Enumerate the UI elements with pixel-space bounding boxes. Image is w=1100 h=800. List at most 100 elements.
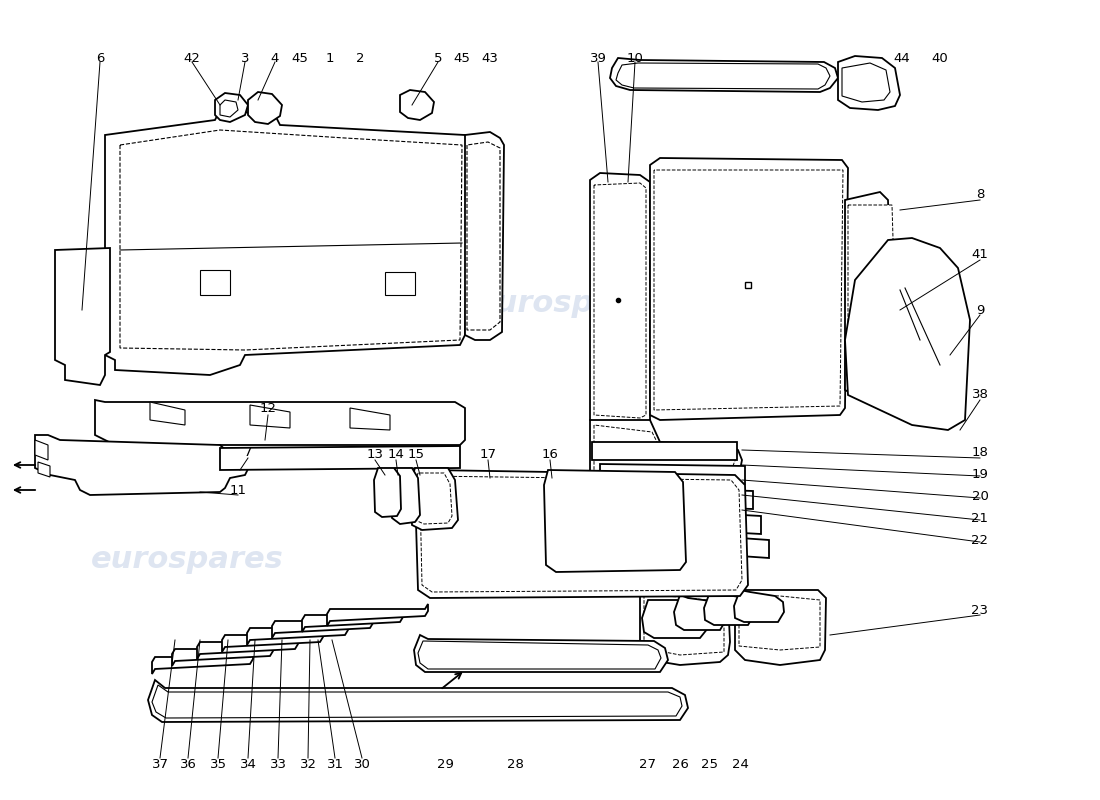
Polygon shape [35, 440, 48, 460]
Text: 29: 29 [437, 758, 453, 771]
Polygon shape [350, 408, 390, 430]
Text: 15: 15 [407, 449, 425, 462]
Text: 22: 22 [971, 534, 989, 546]
Polygon shape [327, 604, 428, 626]
Polygon shape [592, 442, 737, 460]
Text: eurospares: eurospares [90, 290, 284, 318]
Polygon shape [644, 595, 724, 655]
Text: eurospares: eurospares [475, 290, 669, 318]
Polygon shape [214, 93, 248, 122]
Text: 27: 27 [639, 758, 657, 771]
Polygon shape [200, 270, 230, 295]
Text: 28: 28 [507, 758, 524, 771]
Text: 23: 23 [971, 603, 989, 617]
Polygon shape [414, 635, 668, 672]
Polygon shape [548, 475, 572, 494]
Text: 2: 2 [355, 51, 364, 65]
Polygon shape [120, 130, 462, 350]
Polygon shape [594, 183, 646, 418]
Polygon shape [650, 158, 848, 420]
Text: 40: 40 [932, 51, 948, 65]
Polygon shape [845, 192, 912, 395]
Text: 5: 5 [433, 51, 442, 65]
Text: 13: 13 [366, 449, 384, 462]
Polygon shape [654, 170, 843, 410]
Polygon shape [600, 476, 624, 495]
Polygon shape [420, 476, 742, 592]
Text: 36: 36 [179, 758, 197, 771]
Text: 24: 24 [732, 758, 748, 771]
Polygon shape [152, 652, 253, 674]
Text: 7: 7 [244, 446, 252, 458]
Text: 37: 37 [152, 758, 168, 771]
Polygon shape [465, 132, 504, 340]
Polygon shape [222, 630, 323, 652]
Text: 9: 9 [976, 303, 984, 317]
Text: 43: 43 [482, 51, 498, 65]
Text: 16: 16 [541, 449, 559, 462]
Polygon shape [410, 468, 458, 530]
Polygon shape [55, 248, 110, 385]
Polygon shape [220, 100, 238, 117]
Text: 35: 35 [209, 758, 227, 771]
Polygon shape [385, 272, 415, 295]
Polygon shape [640, 590, 730, 665]
Polygon shape [594, 425, 736, 580]
Polygon shape [842, 63, 890, 102]
Text: 44: 44 [893, 51, 911, 65]
Text: 38: 38 [971, 389, 989, 402]
Polygon shape [544, 470, 686, 572]
Polygon shape [418, 641, 661, 669]
Text: 3: 3 [241, 51, 250, 65]
Text: eurospares: eurospares [90, 546, 284, 574]
Polygon shape [374, 468, 401, 517]
Polygon shape [104, 110, 470, 375]
Text: 21: 21 [971, 511, 989, 525]
Polygon shape [415, 470, 748, 598]
Polygon shape [624, 530, 769, 558]
Polygon shape [152, 685, 682, 718]
Polygon shape [302, 610, 403, 632]
Text: 4: 4 [271, 51, 279, 65]
Text: 11: 11 [230, 483, 246, 497]
Polygon shape [250, 405, 290, 428]
Polygon shape [35, 435, 250, 495]
Polygon shape [845, 238, 970, 430]
Polygon shape [148, 680, 688, 722]
Text: eurospares: eurospares [475, 546, 669, 574]
Polygon shape [616, 63, 830, 89]
Text: 1: 1 [326, 51, 334, 65]
Polygon shape [150, 402, 185, 425]
Polygon shape [414, 473, 452, 524]
Polygon shape [172, 644, 273, 666]
Text: 42: 42 [184, 51, 200, 65]
Polygon shape [838, 56, 900, 110]
Polygon shape [248, 623, 348, 645]
Polygon shape [608, 486, 754, 509]
Text: 45: 45 [292, 51, 308, 65]
Text: 10: 10 [627, 51, 644, 65]
Polygon shape [848, 205, 908, 385]
Polygon shape [400, 90, 434, 120]
Text: 6: 6 [96, 51, 104, 65]
Text: 41: 41 [971, 249, 989, 262]
Polygon shape [272, 616, 373, 638]
Text: 17: 17 [480, 449, 496, 462]
Polygon shape [39, 462, 50, 477]
Polygon shape [248, 92, 282, 124]
Polygon shape [610, 58, 838, 92]
Polygon shape [642, 600, 708, 638]
Polygon shape [468, 142, 500, 330]
Text: 31: 31 [327, 758, 343, 771]
Text: 8: 8 [976, 189, 984, 202]
Text: 45: 45 [453, 51, 471, 65]
Polygon shape [197, 637, 298, 659]
Text: 33: 33 [270, 758, 286, 771]
Polygon shape [735, 590, 826, 665]
Text: 19: 19 [971, 467, 989, 481]
Text: 26: 26 [672, 758, 689, 771]
Polygon shape [590, 420, 742, 592]
Polygon shape [590, 173, 650, 428]
Text: 25: 25 [702, 758, 718, 771]
Polygon shape [95, 400, 465, 445]
